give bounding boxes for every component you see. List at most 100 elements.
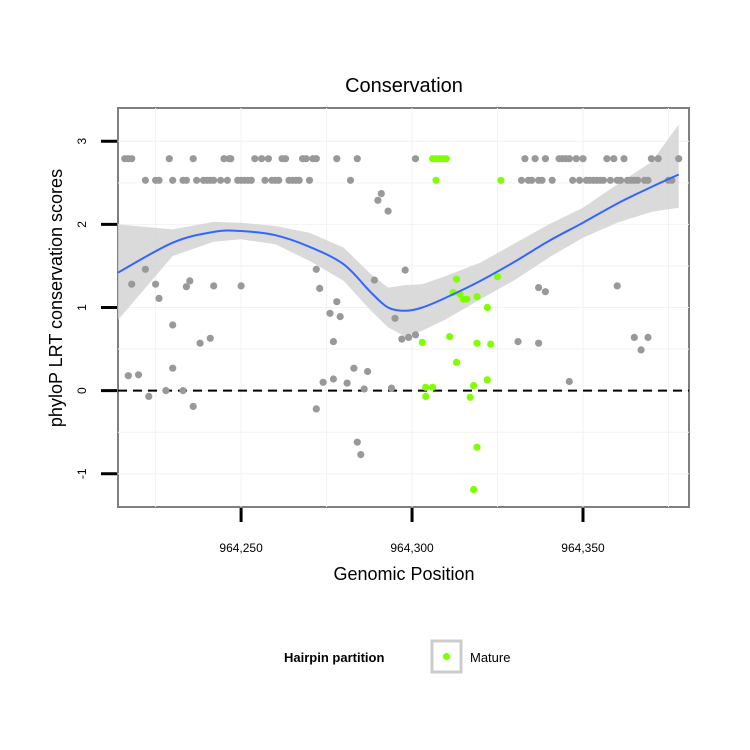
point-other bbox=[374, 196, 382, 204]
point-other bbox=[357, 451, 365, 459]
point-other bbox=[346, 176, 355, 184]
point-other bbox=[155, 176, 163, 184]
point-other bbox=[647, 155, 656, 163]
point-other bbox=[179, 387, 187, 395]
point-other bbox=[312, 405, 320, 413]
y-tick-label: 3 bbox=[75, 138, 89, 145]
point-mature bbox=[442, 155, 450, 163]
point-other bbox=[620, 155, 628, 163]
point-other bbox=[220, 155, 228, 163]
point-mature bbox=[473, 339, 481, 347]
point-other bbox=[128, 280, 136, 288]
point-other bbox=[541, 288, 550, 296]
point-other bbox=[237, 282, 245, 290]
point-other bbox=[336, 313, 344, 321]
point-other bbox=[217, 176, 225, 184]
point-other bbox=[343, 379, 351, 387]
point-other bbox=[644, 333, 652, 341]
point-other bbox=[531, 155, 539, 163]
point-other bbox=[350, 364, 358, 372]
point-other bbox=[186, 277, 194, 285]
point-mature bbox=[452, 358, 461, 366]
legend-title: Hairpin partition bbox=[284, 650, 384, 665]
point-other bbox=[329, 375, 337, 383]
y-axis-label: phyloP LRT conservation scores bbox=[46, 169, 66, 427]
point-other bbox=[206, 334, 214, 342]
point-mature bbox=[463, 295, 471, 303]
point-mature bbox=[483, 303, 491, 312]
point-other bbox=[535, 339, 543, 347]
point-other bbox=[644, 176, 652, 184]
point-other bbox=[210, 176, 218, 184]
point-other bbox=[528, 176, 536, 184]
point-other bbox=[401, 266, 409, 274]
y-axis-ticks: -1 0 1 2 3 bbox=[75, 138, 117, 479]
point-other bbox=[169, 364, 177, 372]
legend: Hairpin partition Mature bbox=[284, 639, 510, 674]
point-other bbox=[364, 367, 372, 376]
point-other bbox=[630, 333, 638, 341]
x-tick-label: 964,250 bbox=[219, 541, 263, 555]
point-mature bbox=[429, 383, 437, 391]
point-mature bbox=[452, 275, 461, 283]
point-mature bbox=[470, 382, 478, 390]
x-axis-ticks: 964,250 964,300 964,350 bbox=[219, 508, 605, 555]
point-other bbox=[606, 176, 615, 184]
points-layer bbox=[121, 155, 683, 494]
point-other bbox=[182, 176, 190, 184]
point-other bbox=[251, 155, 259, 163]
point-mature bbox=[422, 392, 430, 400]
smooth-line bbox=[117, 173, 680, 312]
point-other bbox=[141, 265, 149, 273]
x-tick-label: 964,350 bbox=[561, 541, 605, 555]
point-other bbox=[333, 155, 341, 163]
point-other bbox=[165, 155, 173, 163]
point-other bbox=[305, 176, 314, 184]
point-other bbox=[258, 155, 266, 163]
point-other bbox=[538, 176, 546, 184]
point-other bbox=[227, 155, 235, 163]
point-other bbox=[169, 321, 177, 329]
point-other bbox=[411, 155, 420, 163]
x-axis-label: Genomic Position bbox=[333, 564, 474, 584]
point-other bbox=[514, 338, 522, 346]
x-tick-label: 964,300 bbox=[390, 541, 434, 555]
point-mature bbox=[473, 443, 481, 451]
point-other bbox=[387, 384, 396, 392]
point-other bbox=[134, 371, 143, 379]
point-mature bbox=[497, 176, 505, 184]
point-other bbox=[302, 155, 310, 163]
point-mature bbox=[473, 293, 481, 301]
point-other bbox=[189, 155, 197, 163]
point-other bbox=[603, 155, 611, 163]
point-other bbox=[360, 385, 368, 393]
point-other bbox=[675, 155, 683, 163]
point-other bbox=[377, 190, 385, 198]
point-other bbox=[576, 176, 584, 184]
point-other bbox=[613, 282, 621, 290]
point-other bbox=[333, 298, 341, 306]
point-other bbox=[541, 155, 550, 163]
y-tick-label: 2 bbox=[75, 221, 89, 228]
point-other bbox=[326, 309, 334, 317]
y-tick-label: 0 bbox=[75, 387, 89, 394]
y-tick-label: 1 bbox=[75, 304, 89, 311]
point-other bbox=[264, 155, 272, 163]
point-other bbox=[319, 378, 327, 386]
point-other bbox=[182, 283, 190, 291]
point-other bbox=[329, 338, 337, 346]
point-other bbox=[610, 155, 618, 163]
point-other bbox=[152, 280, 160, 288]
point-other bbox=[312, 265, 320, 273]
point-other bbox=[128, 155, 136, 163]
point-other bbox=[155, 294, 163, 302]
smooth-line-layer bbox=[117, 173, 680, 312]
point-other bbox=[398, 335, 406, 343]
point-other bbox=[617, 176, 625, 184]
point-other bbox=[141, 176, 149, 184]
point-other bbox=[275, 176, 283, 184]
point-mature bbox=[487, 340, 495, 348]
point-mature bbox=[470, 485, 478, 494]
point-other bbox=[521, 155, 529, 163]
point-other bbox=[565, 155, 573, 163]
